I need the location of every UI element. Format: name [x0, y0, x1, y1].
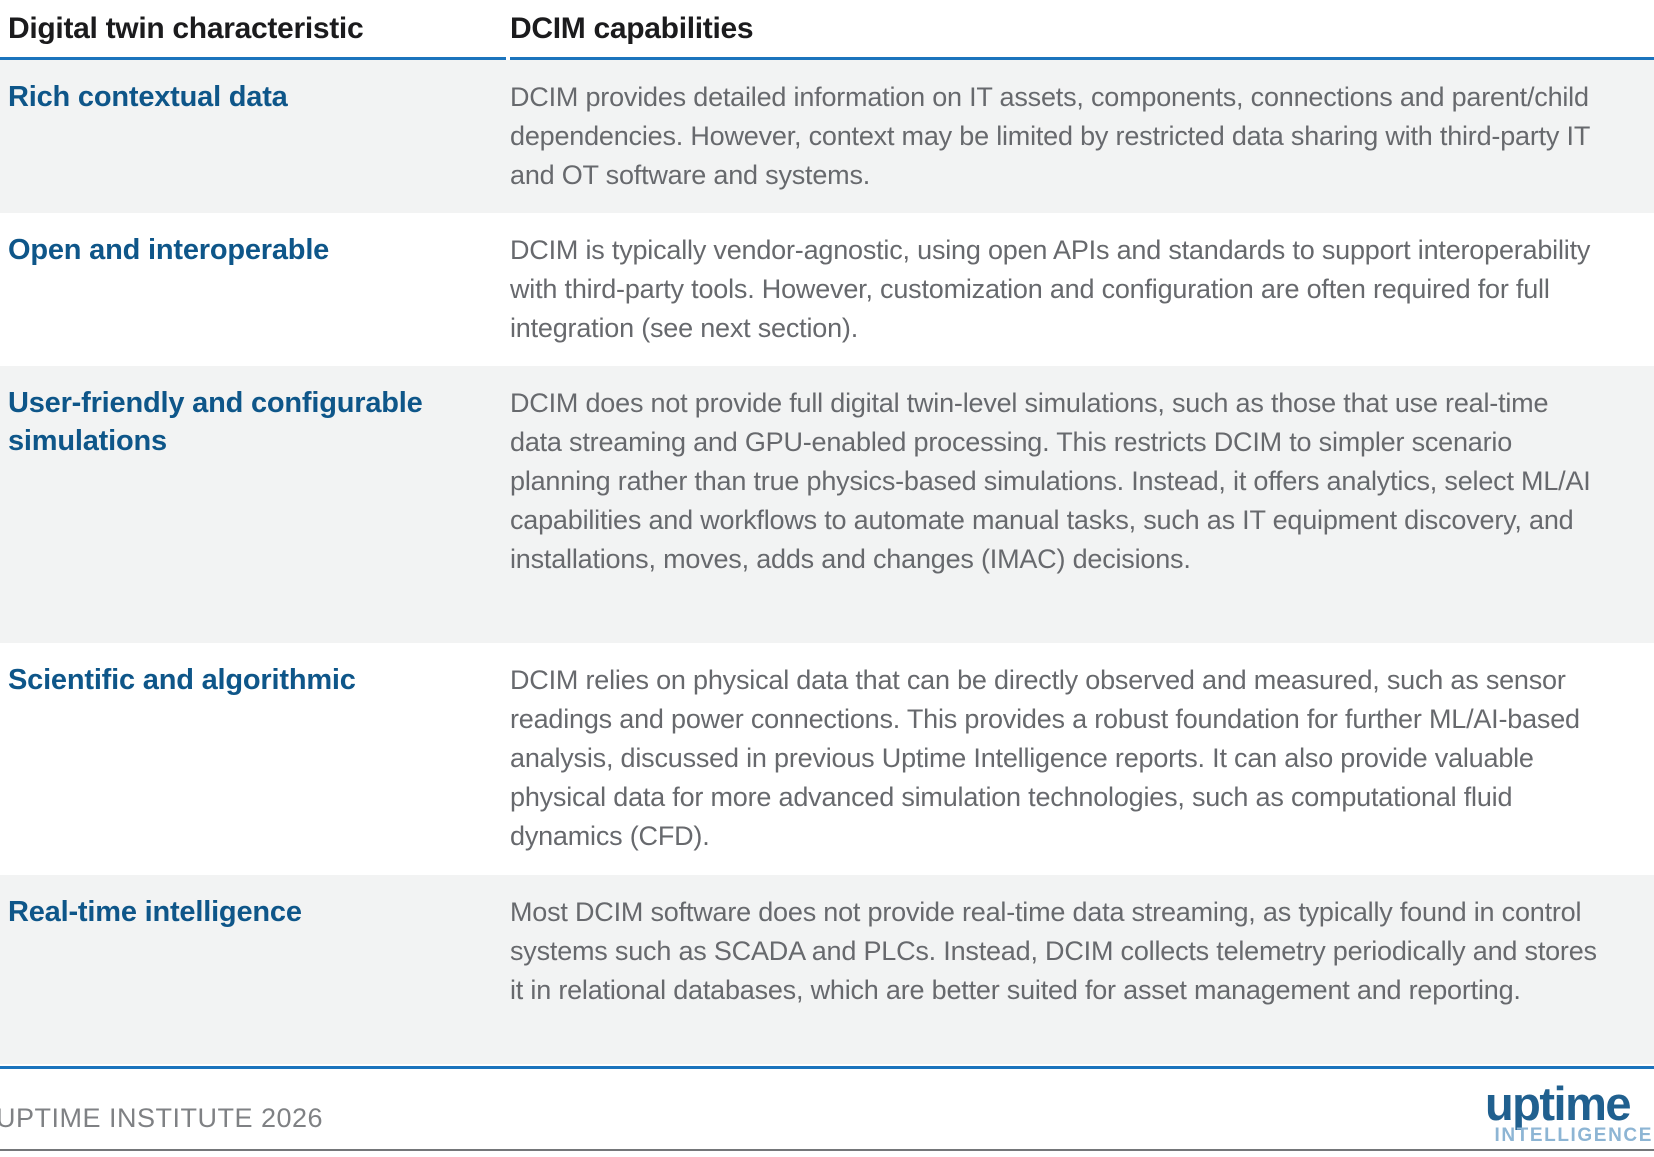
table-row: User-friendly and configurable simulatio… [0, 366, 1654, 643]
characteristic-cell: Rich contextual data [0, 78, 510, 195]
uptime-intelligence-logo: uptime INTELLIGENCE [1484, 1077, 1654, 1146]
table-row: Rich contextual data DCIM provides detai… [0, 60, 1654, 213]
capability-text: DCIM provides detailed information on IT… [510, 82, 1590, 190]
bottom-rule [0, 1149, 1654, 1151]
column-header-characteristic: Digital twin characteristic [0, 0, 506, 60]
characteristic-cell: Real-time intelligence [0, 893, 510, 1046]
characteristic-cell: Scientific and algorithmic [0, 661, 510, 857]
capability-cell: DCIM relies on physical data that can be… [510, 661, 1654, 857]
column-header-label: DCIM capabilities [510, 11, 754, 45]
table-row: Scientific and algorithmic DCIM relies o… [0, 643, 1654, 875]
capability-text: DCIM does not provide full digital twin-… [510, 388, 1591, 574]
characteristic-label: Scientific and algorithmic [8, 664, 356, 696]
capabilities-table: Digital twin characteristic DCIM capabil… [0, 0, 1654, 1064]
capability-text: Most DCIM software does not provide real… [510, 897, 1597, 1005]
table-header-row: Digital twin characteristic DCIM capabil… [0, 0, 1654, 60]
characteristic-label: Real-time intelligence [8, 896, 302, 928]
capability-cell: DCIM does not provide full digital twin-… [510, 384, 1654, 625]
characteristic-cell: User-friendly and configurable simulatio… [0, 384, 510, 625]
logo-wordmark: uptime [1484, 1077, 1632, 1130]
capability-cell: Most DCIM software does not provide real… [510, 893, 1654, 1046]
attribution-text: UPTIME INSTITUTE 2026 [0, 1103, 324, 1133]
footer-divider [0, 1066, 1654, 1069]
capability-cell: DCIM is typically vendor-agnostic, using… [510, 231, 1654, 348]
capability-text: DCIM relies on physical data that can be… [510, 665, 1580, 851]
characteristic-cell: Open and interoperable [0, 231, 510, 348]
table-row: Open and interoperable DCIM is typically… [0, 213, 1654, 366]
characteristic-label: Rich contextual data [8, 81, 288, 113]
capability-text: DCIM is typically vendor-agnostic, using… [510, 235, 1591, 343]
column-header-label: Digital twin characteristic [8, 11, 364, 45]
logo-subtitle: INTELLIGENCE [1494, 1125, 1653, 1146]
characteristic-label: User-friendly and configurable simulatio… [8, 387, 423, 457]
capability-cell: DCIM provides detailed information on IT… [510, 78, 1654, 195]
footer: UPTIME INSTITUTE 2026 uptime INTELLIGENC… [0, 1069, 1654, 1150]
characteristic-label: Open and interoperable [8, 234, 330, 266]
table-row: Real-time intelligence Most DCIM softwar… [0, 875, 1654, 1064]
column-header-capabilities: DCIM capabilities [510, 0, 1654, 60]
